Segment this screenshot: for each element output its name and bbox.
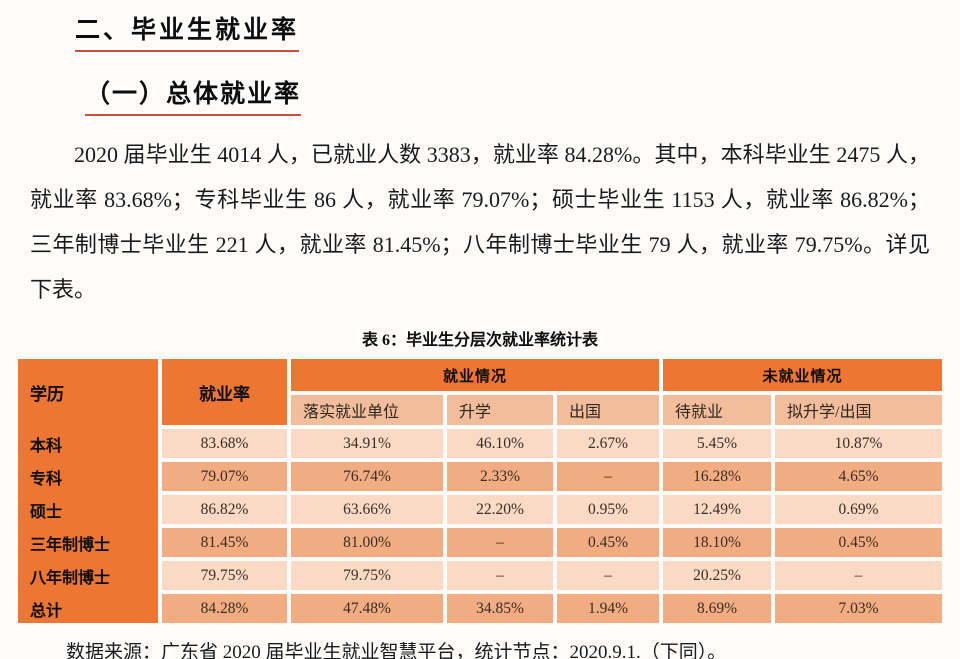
table-cell: – xyxy=(557,462,659,491)
column-header-employed-unit: 落实就业单位 xyxy=(291,395,443,425)
column-header-abroad: 出国 xyxy=(557,395,659,425)
subsection-heading: （一）总体就业率 xyxy=(85,74,302,116)
section-heading: 二、毕业生就业率 xyxy=(75,10,300,52)
column-header-employment-rate: 就业率 xyxy=(162,359,287,425)
table-cell: 83.68% xyxy=(162,429,287,458)
column-header-education: 学历 xyxy=(30,384,64,404)
table-cell: 22.20% xyxy=(447,495,553,524)
table-cell: 20.25% xyxy=(663,561,771,590)
row-label-shuoshi: 硕士 xyxy=(30,503,63,521)
table-cell: 81.00% xyxy=(291,528,443,557)
table-cell: 63.66% xyxy=(291,495,443,524)
employment-rate-table: 学历 本科 专科 硕士 三年制博士 八年制博士 总计 就业率 就业情况 未就业情… xyxy=(18,359,942,623)
education-level-column: 学历 本科 专科 硕士 三年制博士 八年制博士 总计 xyxy=(18,359,158,623)
data-source-note: 数据来源：广东省 2020 届毕业生就业智慧平台，统计节点：2020.9.1.（… xyxy=(66,642,727,659)
table-cell: 86.82% xyxy=(162,495,287,524)
table-cell: – xyxy=(447,528,553,557)
table-cell: 76.74% xyxy=(291,462,443,491)
table-cell: 10.87% xyxy=(775,429,942,458)
table-cell: 34.85% xyxy=(447,594,553,623)
row-label-benke: 本科 xyxy=(30,437,63,455)
table-cell: 79.07% xyxy=(162,462,287,491)
group-header-employed: 就业情况 xyxy=(291,359,659,391)
table-cell: 7.03% xyxy=(775,594,942,623)
table-cell: 18.10% xyxy=(663,528,771,557)
row-label-total: 总计 xyxy=(30,602,63,620)
table-cell: 0.69% xyxy=(775,495,942,524)
column-header-plan-study-abroad: 拟升学/出国 xyxy=(775,395,942,425)
row-label-3yr-phd: 三年制博士 xyxy=(30,536,111,554)
table-cell: – xyxy=(775,561,942,590)
table-cell: 8.69% xyxy=(663,594,771,623)
table-cell: 16.28% xyxy=(663,462,771,491)
table-grid: 就业率 就业情况 未就业情况 落实就业单位 升学 出国 待就业 拟升学/出国 8… xyxy=(162,359,942,623)
table-cell: 12.49% xyxy=(663,495,771,524)
table-cell: 79.75% xyxy=(162,561,287,590)
table-cell: – xyxy=(557,561,659,590)
row-label-8yr-phd: 八年制博士 xyxy=(30,569,111,587)
body-paragraph: 2020 届毕业生 4014 人，已就业人数 3383，就业率 84.28%。其… xyxy=(30,142,930,302)
table-cell: 47.48% xyxy=(291,594,443,623)
table-cell: 5.45% xyxy=(663,429,771,458)
table-cell: – xyxy=(447,561,553,590)
row-label-zhuanke: 专科 xyxy=(30,470,63,488)
column-header-further-study: 升学 xyxy=(447,395,553,425)
table-cell: 81.45% xyxy=(162,528,287,557)
table-cell: 2.67% xyxy=(557,429,659,458)
table-cell: 46.10% xyxy=(447,429,553,458)
table-cell: 0.45% xyxy=(557,528,659,557)
group-header-unemployed: 未就业情况 xyxy=(663,359,942,391)
table-cell: 2.33% xyxy=(447,462,553,491)
table-cell: 34.91% xyxy=(291,429,443,458)
table-cell: 1.94% xyxy=(557,594,659,623)
table-cell: 84.28% xyxy=(162,594,287,623)
table-cell: 0.45% xyxy=(775,528,942,557)
table-cell: 4.65% xyxy=(775,462,942,491)
column-header-pending: 待就业 xyxy=(663,395,771,425)
table-cell: 79.75% xyxy=(291,561,443,590)
table-caption: 表 6：毕业生分层次就业率统计表 xyxy=(361,332,598,349)
table-cell: 0.95% xyxy=(557,495,659,524)
